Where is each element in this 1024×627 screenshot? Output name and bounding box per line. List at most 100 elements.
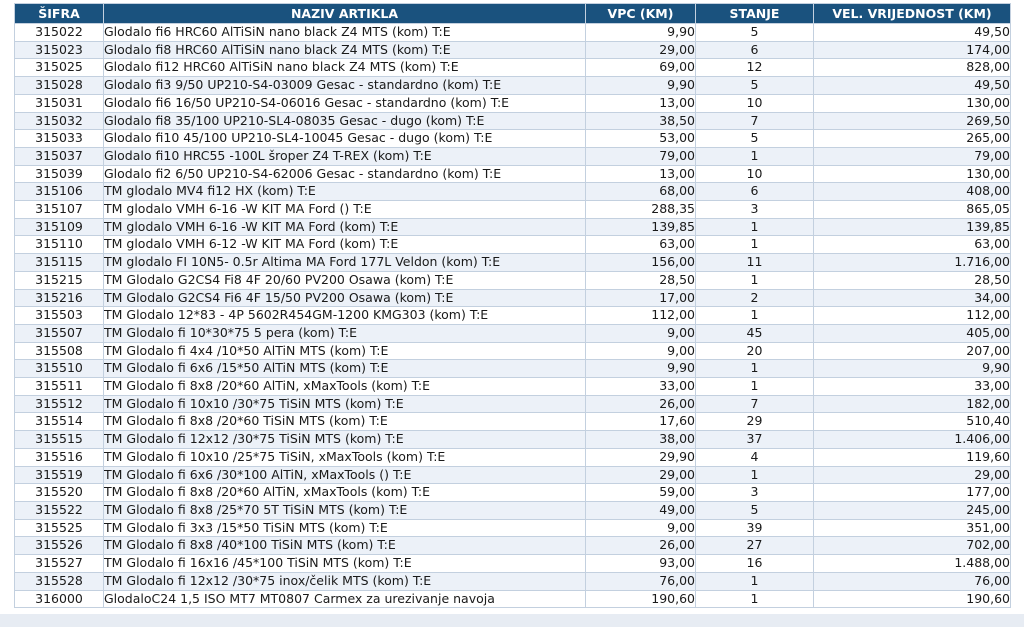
cell-vrijednost: 33,00 <box>813 377 1011 396</box>
table-row[interactable]: 315216 TM Glodalo G2CS4 Fi6 4F 15/50 PV20… <box>14 288 1011 308</box>
cell-naziv: TM Glodalo G2CS4 Fi6 4F 15/50 PV200 Osaw… <box>103 288 586 308</box>
cell-stanje: 1 <box>695 359 814 379</box>
cell-vpc: 9,90 <box>585 76 696 95</box>
cell-vpc: 9,90 <box>585 359 696 379</box>
cell-naziv: Glodalo fi6 16/50 UP210-S4-06016 Gesac -… <box>103 93 586 113</box>
cell-sifra: 315039 <box>14 164 104 184</box>
table-row[interactable]: 315023 Glodalo fi8 HRC60 AlTiSiN nano bla… <box>14 40 1011 60</box>
table-row[interactable]: 315215 TM Glodalo G2CS4 Fi8 4F 20/60 PV20… <box>14 270 1011 290</box>
cell-naziv: TM Glodalo fi 8x8 /25*70 5T TiSiN MTS (k… <box>103 500 586 520</box>
cell-stanje: 11 <box>695 253 814 272</box>
cell-stanje: 5 <box>695 129 814 148</box>
cell-vrijednost: 245,00 <box>813 500 1011 520</box>
cell-sifra: 315527 <box>14 554 104 573</box>
table-row[interactable]: 315526 TM Glodalo fi 8x8 /40*100 TiSiN MT… <box>14 536 1011 556</box>
cell-naziv: TM Glodalo 12*83 - 4P 5602R454GM-1200 KM… <box>103 306 586 325</box>
cell-vpc: 9,90 <box>585 23 696 42</box>
cell-stanje: 27 <box>695 536 814 556</box>
table-row[interactable]: 315520 TM Glodalo fi 8x8 /20*60 AlTiN, xM… <box>14 483 1011 502</box>
cell-sifra: 315023 <box>14 40 104 60</box>
cell-vpc: 59,00 <box>585 483 696 502</box>
table-header-row: ŠIFRA NAZIV ARTIKLA VPC (KM) STANJE VEL. VRI… <box>14 3 1011 24</box>
cell-vpc: 17,00 <box>585 288 696 308</box>
cell-stanje: 39 <box>695 518 814 538</box>
cell-vrijednost: 112,00 <box>813 306 1011 325</box>
table-row[interactable]: 315107 TM glodalo VMH 6-16 -W KIT MA Ford… <box>14 200 1011 219</box>
cell-stanje: 1 <box>695 589 814 609</box>
table-row[interactable]: 315025 Glodalo fi12 HRC60 AlTiSiN nano bl… <box>14 58 1011 78</box>
cell-sifra: 315109 <box>14 217 104 237</box>
table-row[interactable]: 315507 TM Glodalo fi 10*30*75 5 pera (kom… <box>14 323 1011 343</box>
cell-vpc: 112,00 <box>585 306 696 325</box>
cell-stanje: 1 <box>695 217 814 237</box>
cell-vrijednost: 351,00 <box>813 518 1011 538</box>
table-row[interactable]: 315511 TM Glodalo fi 8x8 /20*60 AlTiN, xM… <box>14 377 1011 396</box>
cell-naziv: TM Glodalo G2CS4 Fi8 4F 20/60 PV200 Osaw… <box>103 270 586 290</box>
table-row[interactable]: 315115 TM glodalo FI 10N5- 0.5r Altima MA… <box>14 253 1011 272</box>
table-row[interactable]: 315525 TM Glodalo fi 3x3 /15*50 TiSiN MTS… <box>14 518 1011 538</box>
cell-vrijednost: 29,00 <box>813 465 1011 485</box>
cell-vrijednost: 9,90 <box>813 359 1011 379</box>
cell-vrijednost: 510,40 <box>813 412 1011 432</box>
cell-stanje: 1 <box>695 465 814 485</box>
cell-sifra: 315037 <box>14 146 104 166</box>
cell-sifra: 315520 <box>14 483 104 502</box>
cell-stanje: 3 <box>695 483 814 502</box>
cell-stanje: 29 <box>695 412 814 432</box>
column-header-vrijednost: VEL. VRIJEDNOST (KM) <box>813 3 1011 24</box>
cell-stanje: 16 <box>695 554 814 573</box>
table-row[interactable]: 316000 GlodaloC24 1,5 ISO MT7 MT0807 Carm… <box>14 589 1011 609</box>
cell-naziv: Glodalo fi10 HRC55 -100L šroper Z4 T-REX… <box>103 146 586 166</box>
cell-naziv: Glodalo fi8 HRC60 AlTiSiN nano black Z4 … <box>103 40 586 60</box>
table-row[interactable]: 315106 TM glodalo MV4 fi12 HX (kom) T:E 68… <box>14 182 1011 202</box>
table-row[interactable]: 315037 Glodalo fi10 HRC55 -100L šroper Z4… <box>14 146 1011 166</box>
table-row[interactable]: 315109 TM glodalo VMH 6-16 -W KIT MA Ford… <box>14 217 1011 237</box>
cell-vpc: 53,00 <box>585 129 696 148</box>
table-row[interactable]: 315512 TM Glodalo fi 10x10 /30*75 TiSiN M… <box>14 394 1011 414</box>
table-row[interactable]: 315022 Glodalo fi6 HRC60 AlTiSiN nano bla… <box>14 23 1011 42</box>
table-row[interactable]: 315510 TM Glodalo fi 6x6 /15*50 AlTiN MTS… <box>14 359 1011 379</box>
table-row[interactable]: 315110 TM glodalo VMH 6-12 -W KIT MA Ford… <box>14 235 1011 255</box>
cell-naziv: TM Glodalo fi 10x10 /30*75 TiSiN MTS (ko… <box>103 394 586 414</box>
cell-vrijednost: 76,00 <box>813 571 1011 591</box>
table-row[interactable]: 315503 TM Glodalo 12*83 - 4P 5602R454GM-1… <box>14 306 1011 325</box>
cell-vpc: 26,00 <box>585 394 696 414</box>
table-row[interactable]: 315522 TM Glodalo fi 8x8 /25*70 5T TiSiN … <box>14 500 1011 520</box>
cell-sifra: 315215 <box>14 270 104 290</box>
cell-stanje: 1 <box>695 306 814 325</box>
cell-stanje: 7 <box>695 394 814 414</box>
cell-vpc: 68,00 <box>585 182 696 202</box>
table-row[interactable]: 315033 Glodalo fi10 45/100 UP210-SL4-1004… <box>14 129 1011 148</box>
page: ŠIFRA NAZIV ARTIKLA VPC (KM) STANJE VEL. VRI… <box>0 3 1024 627</box>
cell-naziv: GlodaloC24 1,5 ISO MT7 MT0807 Carmex za … <box>103 589 586 609</box>
cell-vpc: 190,60 <box>585 589 696 609</box>
table-row[interactable]: 315028 Glodalo fi3 9/50 UP210-S4-03009 Ge… <box>14 76 1011 95</box>
cell-vpc: 63,00 <box>585 235 696 255</box>
cell-sifra: 315522 <box>14 500 104 520</box>
cell-naziv: TM Glodalo fi 8x8 /40*100 TiSiN MTS (kom… <box>103 536 586 556</box>
cell-sifra: 315510 <box>14 359 104 379</box>
cell-naziv: TM Glodalo fi 6x6 /15*50 AlTiN MTS (kom)… <box>103 359 586 379</box>
table-row[interactable]: 315527 TM Glodalo fi 16x16 /45*100 TiSiN … <box>14 554 1011 573</box>
cell-vrijednost: 79,00 <box>813 146 1011 166</box>
cell-stanje: 20 <box>695 341 814 361</box>
cell-vrijednost: 177,00 <box>813 483 1011 502</box>
cell-vrijednost: 1.716,00 <box>813 253 1011 272</box>
table-row[interactable]: 315031 Glodalo fi6 16/50 UP210-S4-06016 G… <box>14 93 1011 113</box>
cell-vpc: 49,00 <box>585 500 696 520</box>
table-row[interactable]: 315032 Glodalo fi8 35/100 UP210-SL4-08035… <box>14 111 1011 131</box>
cell-sifra: 315512 <box>14 394 104 414</box>
cell-stanje: 10 <box>695 164 814 184</box>
table-row[interactable]: 315039 Glodalo fi2 6/50 UP210-S4-62006 Ge… <box>14 164 1011 184</box>
table-row[interactable]: 315528 TM Glodalo fi 12x12 /30*75 inox/če… <box>14 571 1011 591</box>
table-row[interactable]: 315514 TM Glodalo fi 8x8 /20*60 TiSiN MTS… <box>14 412 1011 432</box>
cell-vrijednost: 1.488,00 <box>813 554 1011 573</box>
cell-sifra: 315107 <box>14 200 104 219</box>
table-row[interactable]: 315519 TM Glodalo fi 6x6 /30*100 AlTiN, x… <box>14 465 1011 485</box>
table-row[interactable]: 315516 TM Glodalo fi 10x10 /25*75 TiSiN, … <box>14 447 1011 467</box>
cell-naziv: Glodalo fi8 35/100 UP210-SL4-08035 Gesac… <box>103 111 586 131</box>
bottom-band <box>0 614 1024 627</box>
table-row[interactable]: 315508 TM Glodalo fi 4x4 /10*50 AlTiN MTS… <box>14 341 1011 361</box>
cell-vpc: 9,00 <box>585 323 696 343</box>
table-row[interactable]: 315515 TM Glodalo fi 12x12 /30*75 TiSiN M… <box>14 430 1011 449</box>
